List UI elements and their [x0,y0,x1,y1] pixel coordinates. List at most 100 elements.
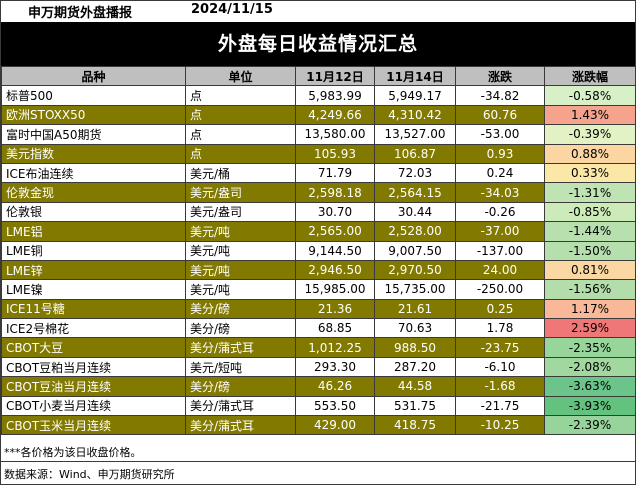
cell-price-date2: 30.44 [374,201,456,223]
cell-change: -34.03 [455,182,545,203]
cell-price-date2: 531.75 [374,395,456,417]
header-date: 2024/11/15 [191,2,273,17]
cell-price-date2: 4,310.42 [374,104,456,126]
cell-name: LME铜 [1,240,186,261]
cell-name: CBOT小麦当月连续 [1,395,186,417]
cell-unit: 美分/蒲式耳 [185,415,296,436]
cell-price-date2: 5,949.17 [374,85,456,106]
cell-unit: 点 [185,85,296,106]
cell-unit: 美元/桶 [185,162,296,184]
cell-price-date1: 21.36 [295,298,375,320]
cell-change: -53.00 [455,124,545,145]
cell-change-pct: -0.85% [544,201,636,223]
table-row: ICE11号糖 美分/磅 21.36 21.61 0.25 1.17% [1,298,636,320]
cell-price-date1: 553.50 [295,395,375,417]
cell-change-pct: 1.43% [544,104,636,126]
col-header-date2: 11月14日 [374,65,456,87]
cell-change: -34.82 [455,85,545,106]
cell-change: -250.00 [455,279,545,300]
cell-price-date1: 1,012.25 [295,337,375,358]
cell-price-date2: 988.50 [374,337,456,358]
cell-unit: 美元/短吨 [185,356,296,378]
cell-change: 0.93 [455,143,545,164]
cell-unit: 美元/吨 [185,279,296,300]
cell-unit: 美元/吨 [185,221,296,242]
divider [1,461,635,462]
cell-change: -23.75 [455,337,545,358]
cell-price-date1: 2,598.18 [295,182,375,203]
col-header-change: 涨跌 [455,65,545,87]
table-row: 欧洲STOXX50 点 4,249.66 4,310.42 60.76 1.43% [1,104,636,126]
cell-unit: 美元/吨 [185,240,296,261]
cell-change: -1.68 [455,376,545,397]
cell-price-date1: 2,565.00 [295,221,375,242]
cell-change-pct: -2.08% [544,356,636,378]
cell-price-date1: 293.30 [295,356,375,378]
page-title: 外盘每日收益情况汇总 [0,22,636,66]
cell-unit: 点 [185,124,296,145]
header-bar: 申万期货外盘播报 2024/11/15 [0,0,636,22]
cell-change-pct: -1.31% [544,182,636,203]
cell-price-date2: 70.63 [374,318,456,339]
cell-change-pct: -0.58% [544,85,636,106]
cell-name: LME锌 [1,259,186,281]
cell-price-date1: 13,580.00 [295,124,375,145]
price-note: ***各价格为该日收盘价格。 [4,446,142,459]
cell-change: -137.00 [455,240,545,261]
cell-price-date1: 429.00 [295,415,375,436]
cell-change: 0.24 [455,162,545,184]
cell-change-pct: -2.39% [544,415,636,436]
cell-change: 0.25 [455,298,545,320]
cell-price-date1: 68.85 [295,318,375,339]
cell-name: CBOT豆油当月连续 [1,376,186,397]
col-header-name: 品种 [1,65,186,87]
cell-change: -0.26 [455,201,545,223]
cell-change-pct: 0.81% [544,259,636,281]
cell-unit: 点 [185,143,296,164]
cell-change-pct: -3.63% [544,376,636,397]
header-label: 申万期货外盘播报 [28,6,133,21]
cell-change-pct: 2.59% [544,318,636,339]
cell-change-pct: -3.93% [544,395,636,417]
cell-name: CBOT豆粕当月连续 [1,356,186,378]
cell-change: 24.00 [455,259,545,281]
cell-price-date2: 21.61 [374,298,456,320]
cell-name: LME铝 [1,221,186,242]
quotes-table: 品种 单位 11月12日 11月14日 涨跌 涨跌幅 标普500 点 5,983.9… [1,65,636,436]
cell-price-date2: 2,528.00 [374,221,456,242]
table-row: 标普500 点 5,983.99 5,949.17 -34.82 -0.58% [1,85,636,106]
cell-price-date1: 9,144.50 [295,240,375,261]
cell-name: 美元指数 [1,143,186,164]
table-row: CBOT小麦当月连续 美分/蒲式耳 553.50 531.75 -21.75 -3.93% [1,395,636,417]
cell-name: 富时中国A50期货 [1,124,186,145]
cell-price-date2: 9,007.50 [374,240,456,261]
cell-price-date2: 2,564.15 [374,182,456,203]
cell-price-date2: 15,735.00 [374,279,456,300]
table-row: CBOT大豆 美分/蒲式耳 1,012.25 988.50 -23.75 -2.35% [1,337,636,358]
cell-price-date1: 105.93 [295,143,375,164]
cell-change: -37.00 [455,221,545,242]
cell-unit: 美分/磅 [185,298,296,320]
table-row: 富时中国A50期货点 13,580.00 13,527.00 -53.00 -0.39% [1,124,636,145]
cell-price-date2: 13,527.00 [374,124,456,145]
data-source: 数据来源：Wind、申万期货研究所 [4,468,175,481]
table-row: LME锌 美元/吨 2,946.50 2,970.50 24.00 0.81% [1,259,636,281]
table-row: ICE布油连续 美元/桶 71.79 72.03 0.24 0.33% [1,162,636,184]
cell-unit: 美分/蒲式耳 [185,337,296,358]
cell-unit: 点 [185,104,296,126]
cell-change: 1.78 [455,318,545,339]
table-row: CBOT玉米当月连续 美分/蒲式耳 429.00 418.75 -10.25 -2.39% [1,415,636,436]
table-row: CBOT豆油当月连续 美分/磅 46.26 44.58 -1.68 -3.63% [1,376,636,397]
col-header-unit: 单位 [185,65,296,87]
cell-name: CBOT玉米当月连续 [1,415,186,436]
cell-change: 60.76 [455,104,545,126]
cell-price-date1: 30.70 [295,201,375,223]
cell-change-pct: -1.50% [544,240,636,261]
table-row: 美元指数点 105.93 106.87 0.93 0.88% [1,143,636,164]
table-row: LME铝 美元/吨 2,565.00 2,528.00 -37.00 -1.44% [1,221,636,242]
cell-change: -10.25 [455,415,545,436]
cell-price-date1: 2,946.50 [295,259,375,281]
cell-unit: 美元/吨 [185,259,296,281]
cell-price-date2: 44.58 [374,376,456,397]
